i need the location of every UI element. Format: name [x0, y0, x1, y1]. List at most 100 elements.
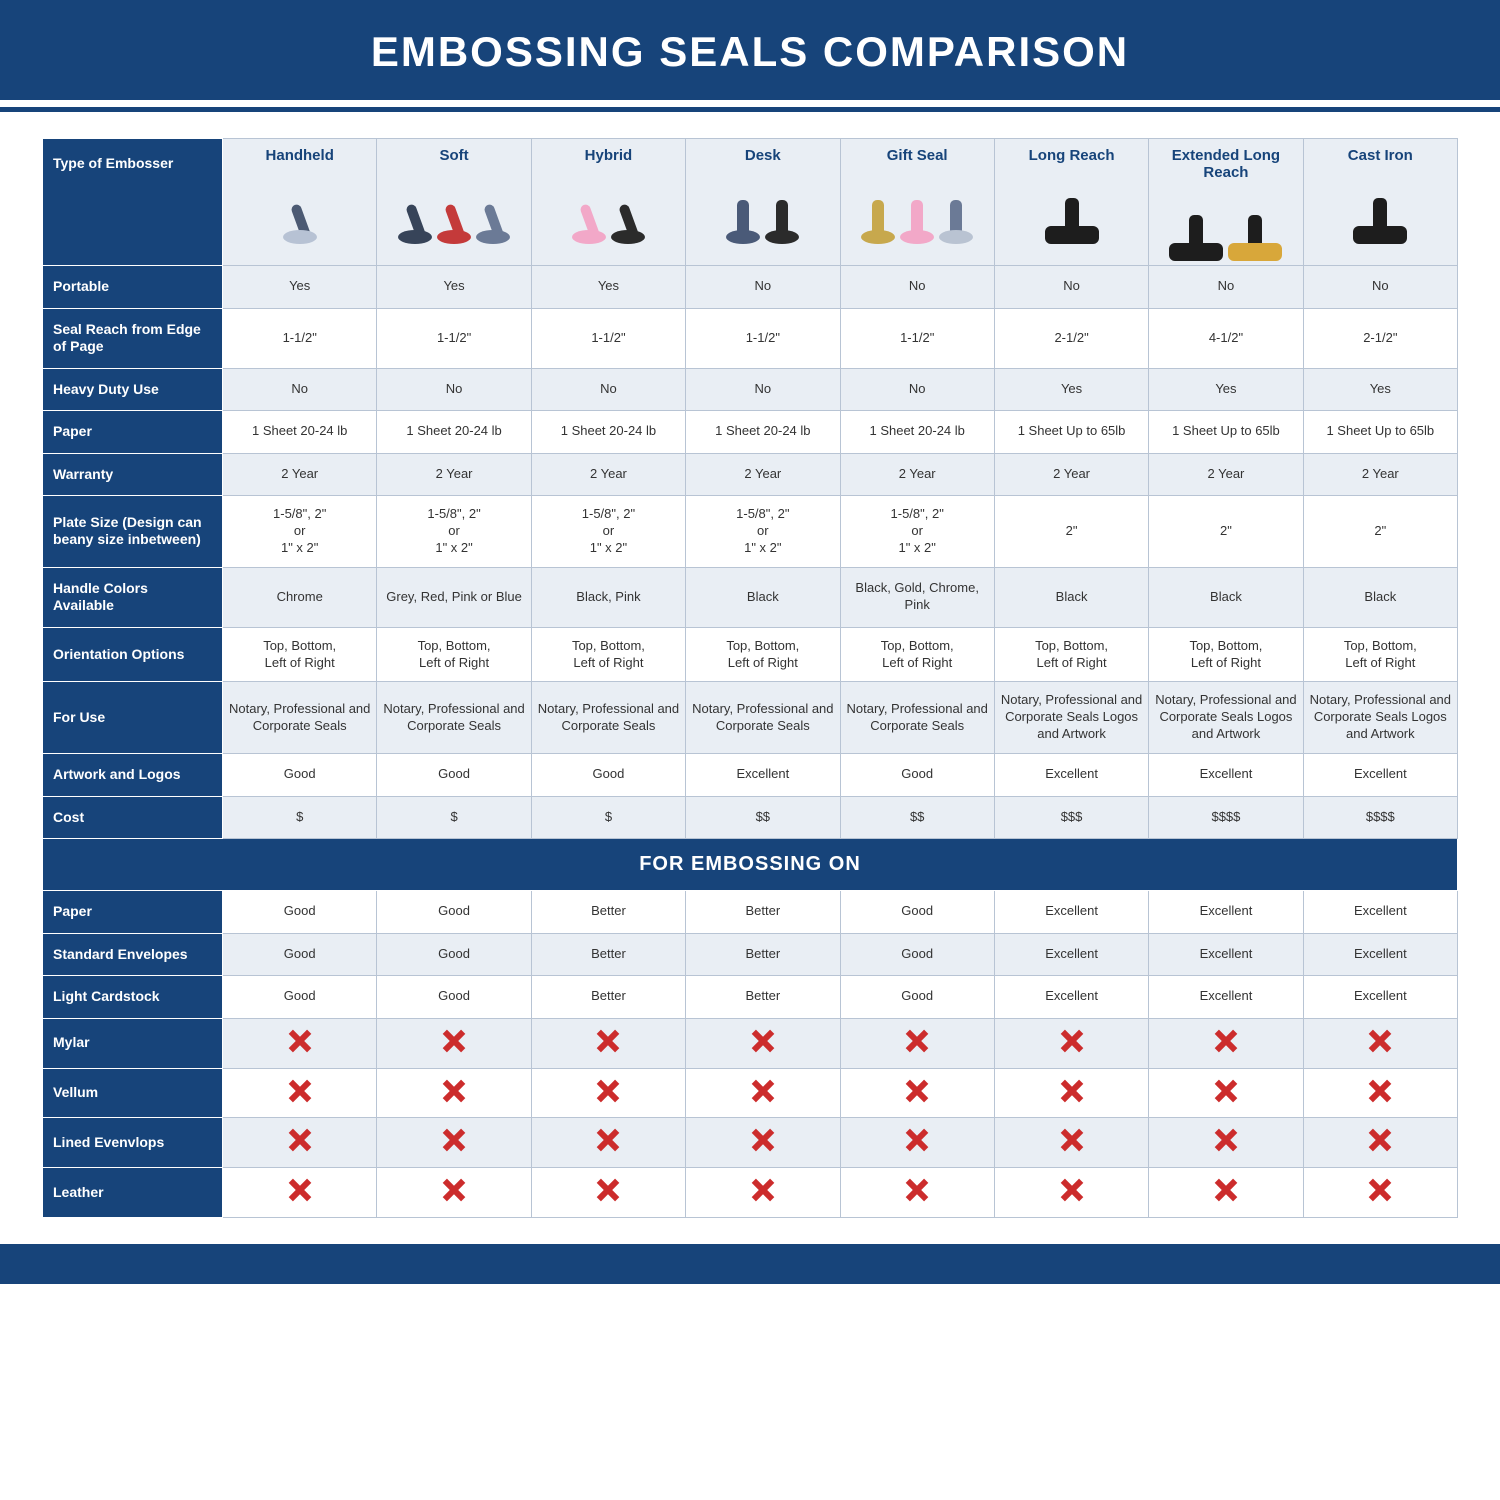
table-row: Artwork and LogosGoodGoodGoodExcellentGo…: [43, 754, 1458, 797]
table-row: Lined Evenvlops: [43, 1118, 1458, 1168]
cell: 2 Year: [377, 453, 531, 496]
cell: [686, 1118, 840, 1168]
cell: $$: [686, 796, 840, 839]
x-icon: [1368, 1079, 1392, 1103]
cell: Yes: [531, 266, 685, 309]
x-icon: [1060, 1029, 1084, 1053]
cell: [840, 1118, 994, 1168]
cell: Notary, Professional and Corporate Seals…: [1303, 682, 1457, 754]
cell: Top, Bottom,Left of Right: [223, 627, 377, 682]
cell: 1-5/8", 2"or1" x 2": [531, 496, 685, 568]
cell: [994, 1018, 1148, 1068]
cell: 2 Year: [1303, 453, 1457, 496]
row-label-heavy: Heavy Duty Use: [43, 368, 223, 411]
row-label-portable: Portable: [43, 266, 223, 309]
table-row: Leather: [43, 1168, 1458, 1218]
table-row: Mylar: [43, 1018, 1458, 1068]
cell: Excellent: [994, 976, 1148, 1019]
cell: Notary, Professional and Corporate Seals…: [1149, 682, 1303, 754]
cell: Excellent: [1303, 754, 1457, 797]
x-icon: [596, 1029, 620, 1053]
cell: Top, Bottom,Left of Right: [1149, 627, 1303, 682]
cell: Black, Pink: [531, 567, 685, 627]
cell: No: [531, 368, 685, 411]
cell: Chrome: [223, 567, 377, 627]
cell: No: [377, 368, 531, 411]
embosser-icon: [1153, 181, 1298, 261]
cell: Yes: [223, 266, 377, 309]
cell: Top, Bottom,Left of Right: [377, 627, 531, 682]
x-icon: [288, 1178, 312, 1202]
table-row: Heavy Duty UseNoNoNoNoNoYesYesYes: [43, 368, 1458, 411]
x-icon: [1060, 1178, 1084, 1202]
cell: Better: [531, 933, 685, 976]
x-icon: [288, 1079, 312, 1103]
cell: [840, 1168, 994, 1218]
cell: 1-1/2": [223, 308, 377, 368]
cell: [1149, 1068, 1303, 1118]
cell: Good: [377, 976, 531, 1019]
table-row: Seal Reach from Edge of Page1-1/2"1-1/2"…: [43, 308, 1458, 368]
col-label: Long Reach: [999, 147, 1144, 164]
cell: Better: [686, 891, 840, 934]
row-label-reach: Seal Reach from Edge of Page: [43, 308, 223, 368]
row-label-type: Type of Embosser: [43, 139, 223, 266]
cell: 2 Year: [223, 453, 377, 496]
cell: 1-1/2": [531, 308, 685, 368]
embosser-icon: [227, 164, 372, 244]
row-label-e_env: Standard Envelopes: [43, 933, 223, 976]
cell: [1149, 1018, 1303, 1068]
cell: 1-5/8", 2"or1" x 2": [223, 496, 377, 568]
bottom-bar: [0, 1244, 1500, 1284]
cell: 2-1/2": [994, 308, 1148, 368]
x-icon: [751, 1029, 775, 1053]
cell: Top, Bottom,Left of Right: [686, 627, 840, 682]
cell: 1 Sheet 20-24 lb: [686, 411, 840, 454]
cell: No: [1303, 266, 1457, 309]
cell: Good: [840, 891, 994, 934]
row-label-warranty: Warranty: [43, 453, 223, 496]
x-icon: [1060, 1079, 1084, 1103]
cell: Notary, Professional and Corporate Seals: [840, 682, 994, 754]
cell: Black: [1303, 567, 1457, 627]
cell: Good: [377, 891, 531, 934]
x-icon: [905, 1029, 929, 1053]
x-icon: [751, 1079, 775, 1103]
cell: 1-5/8", 2"or1" x 2": [840, 496, 994, 568]
cell: Good: [223, 933, 377, 976]
cell: 1 Sheet 20-24 lb: [223, 411, 377, 454]
embosser-icon: [690, 164, 835, 244]
cell: No: [223, 368, 377, 411]
cell: [1303, 1068, 1457, 1118]
cell: No: [686, 266, 840, 309]
table-row: Warranty2 Year2 Year2 Year2 Year2 Year2 …: [43, 453, 1458, 496]
cell: [686, 1018, 840, 1068]
cell: Excellent: [994, 933, 1148, 976]
cell: [686, 1068, 840, 1118]
cell: 1 Sheet 20-24 lb: [840, 411, 994, 454]
cell: No: [1149, 266, 1303, 309]
cell: [377, 1068, 531, 1118]
x-icon: [442, 1029, 466, 1053]
cell: Notary, Professional and Corporate Seals: [531, 682, 685, 754]
page-title: EMBOSSING SEALS COMPARISON: [0, 0, 1500, 100]
cell: No: [840, 368, 994, 411]
cell: 1 Sheet Up to 65lb: [1303, 411, 1457, 454]
cell: Black, Gold, Chrome, Pink: [840, 567, 994, 627]
col-label: Soft: [381, 147, 526, 164]
col-head-ext: Extended Long Reach: [1149, 139, 1303, 266]
table-row: PaperGoodGoodBetterBetterGoodExcellentEx…: [43, 891, 1458, 934]
cell: [377, 1168, 531, 1218]
x-icon: [905, 1079, 929, 1103]
section-label: FOR EMBOSSING ON: [43, 839, 1458, 891]
cell: $: [223, 796, 377, 839]
col-head-long: Long Reach: [994, 139, 1148, 266]
cell: Excellent: [1149, 891, 1303, 934]
cell: $$$$: [1303, 796, 1457, 839]
cell: [531, 1018, 685, 1068]
x-icon: [442, 1079, 466, 1103]
cell: 2 Year: [840, 453, 994, 496]
cell: Excellent: [1303, 933, 1457, 976]
x-icon: [1214, 1029, 1238, 1053]
col-label: Desk: [690, 147, 835, 164]
